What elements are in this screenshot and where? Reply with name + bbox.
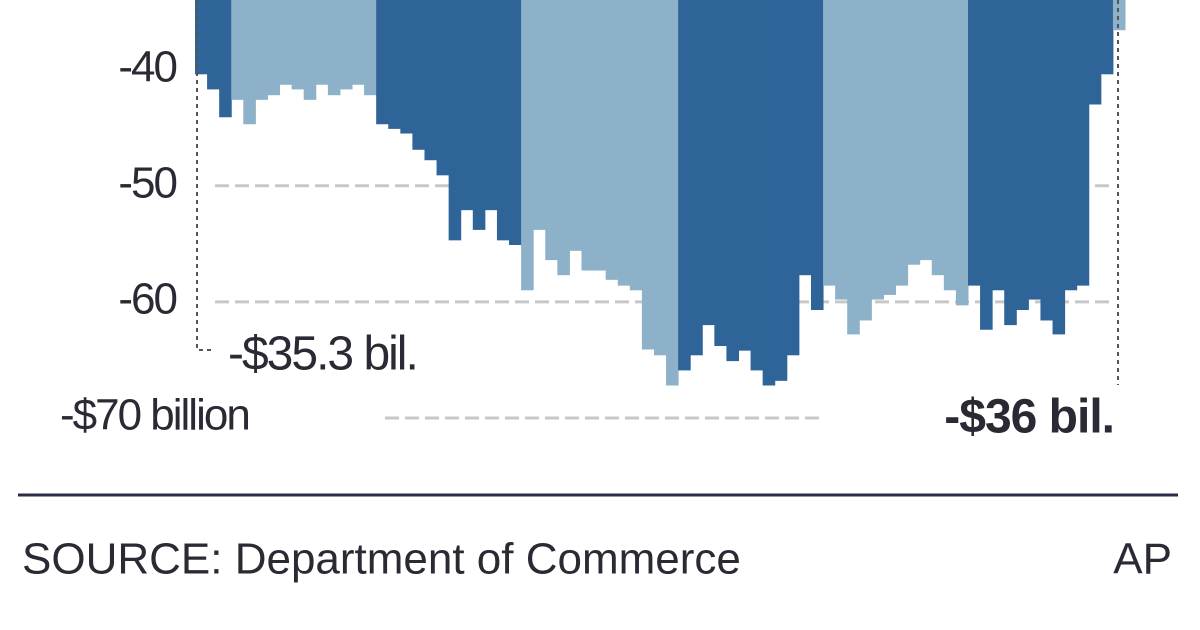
bar <box>581 0 595 271</box>
axis-bracket <box>196 0 212 351</box>
bar <box>967 0 981 286</box>
bar <box>1076 0 1090 286</box>
bar <box>907 0 921 265</box>
bar <box>533 0 546 230</box>
bar <box>255 0 268 100</box>
bar <box>774 0 788 381</box>
bar <box>1052 0 1066 335</box>
bar <box>339 0 353 90</box>
annotation: -$35.3 bil. <box>228 328 417 381</box>
bar <box>195 0 208 75</box>
bar <box>786 0 800 356</box>
bar <box>279 0 293 85</box>
bar <box>448 0 462 241</box>
source: SOURCE: Department of Commerce <box>22 535 741 584</box>
bar <box>762 0 776 386</box>
bar <box>617 0 631 286</box>
bar <box>412 0 425 150</box>
y-tick-label: -50 <box>118 158 176 207</box>
bar <box>1028 0 1041 300</box>
bar <box>424 0 438 161</box>
bar <box>980 0 993 330</box>
bar <box>1016 0 1029 311</box>
bar <box>376 0 389 125</box>
bar <box>1112 0 1126 31</box>
bar <box>327 0 341 96</box>
bar <box>666 0 679 386</box>
bar <box>605 0 619 280</box>
bar <box>303 0 317 100</box>
bar <box>496 0 510 241</box>
bar <box>1100 0 1114 75</box>
bar <box>943 0 957 291</box>
bar <box>207 0 220 90</box>
bar <box>484 0 498 211</box>
bar <box>219 0 232 118</box>
credit: AP <box>1113 535 1172 584</box>
bar <box>847 0 860 335</box>
bar <box>593 0 607 271</box>
bar <box>243 0 256 125</box>
bar <box>545 0 558 261</box>
bar <box>364 0 377 96</box>
bar <box>509 0 522 245</box>
bar <box>895 0 909 286</box>
y-tick-label: -40 <box>118 42 176 91</box>
bar <box>835 0 848 300</box>
bar <box>678 0 691 371</box>
bar <box>883 0 897 295</box>
bar <box>810 0 824 311</box>
bar <box>931 0 945 276</box>
bar-layer <box>195 0 1126 386</box>
label-layer: -40 -50 -60 -$70 billion <box>60 42 251 440</box>
bar <box>690 0 703 356</box>
bar <box>738 0 752 351</box>
y-tick-label: -60 <box>118 275 176 324</box>
bar <box>955 0 969 306</box>
bar <box>702 0 715 326</box>
bar <box>460 0 474 211</box>
bar <box>823 0 836 286</box>
bar <box>1004 0 1017 326</box>
bar <box>291 0 305 90</box>
bar <box>569 0 582 251</box>
bar <box>992 0 1005 291</box>
bar <box>1064 0 1078 291</box>
bar <box>641 0 655 350</box>
bar <box>315 0 329 85</box>
bar <box>231 0 244 100</box>
bar <box>629 0 643 291</box>
bar <box>557 0 570 276</box>
bar <box>352 0 365 85</box>
bar <box>653 0 667 356</box>
bar <box>1088 0 1102 105</box>
bar <box>859 0 872 321</box>
bar <box>871 0 884 300</box>
bar <box>1040 0 1054 321</box>
y-tick-label: -$70 billion <box>60 391 249 440</box>
bar <box>919 0 933 261</box>
bar <box>388 0 401 129</box>
bar <box>436 0 450 176</box>
bar <box>400 0 413 134</box>
bar <box>726 0 740 362</box>
bar <box>750 0 764 371</box>
bar <box>714 0 727 347</box>
annotation: -$36 bil. <box>944 391 1114 444</box>
bar <box>798 0 812 276</box>
bar <box>521 0 534 291</box>
bar <box>267 0 281 96</box>
bar <box>472 0 486 230</box>
